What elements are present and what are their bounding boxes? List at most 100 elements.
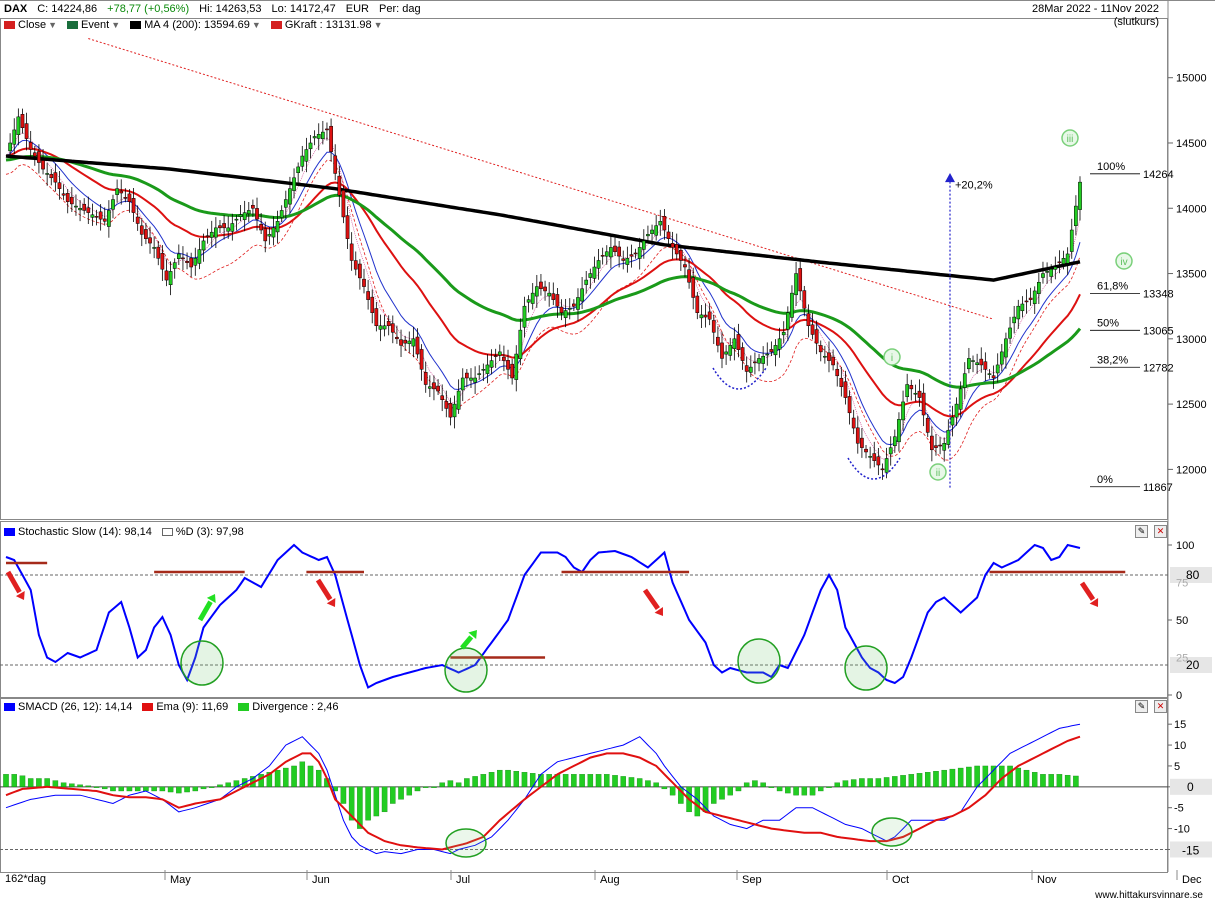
- candle-body: [28, 142, 33, 150]
- divergence-bar: [1048, 774, 1054, 787]
- dropdown-icon[interactable]: ▼: [373, 20, 383, 30]
- close-icon[interactable]: ✕: [1154, 525, 1167, 538]
- divergence-bar: [595, 774, 602, 787]
- dropdown-icon[interactable]: ▼: [111, 20, 121, 30]
- candle-body: [1049, 268, 1054, 277]
- divergence-bar: [513, 771, 520, 787]
- green-ma-line: [5, 154, 1082, 389]
- legend-ema[interactable]: Ema (9): 11,69: [142, 701, 228, 713]
- divergence-bar: [110, 786, 116, 792]
- legend-divergence[interactable]: Divergence : 2,46: [238, 701, 339, 713]
- candle-body: [1057, 261, 1062, 264]
- candle-body: [666, 231, 671, 239]
- up-arrow: [197, 600, 213, 622]
- candle-body: [580, 288, 584, 302]
- divergence-bar: [414, 786, 421, 792]
- close-icon[interactable]: ✕: [1154, 700, 1167, 713]
- divergence-bar: [143, 786, 149, 792]
- candle-body: [415, 336, 420, 355]
- candle-body: [41, 160, 45, 170]
- candle-body: [1008, 327, 1012, 339]
- candle-body: [226, 227, 231, 232]
- candle-body: [94, 216, 99, 218]
- dropdown-icon[interactable]: ▼: [48, 20, 58, 30]
- candle-body: [827, 352, 831, 361]
- divergence-bar: [422, 786, 429, 788]
- divergence-bar: [299, 761, 306, 787]
- candle-body: [1045, 271, 1049, 273]
- legend-stoch-d[interactable]: %D (3): 97,98: [161, 526, 244, 538]
- candle-body: [452, 403, 457, 418]
- candle-body: [654, 225, 659, 236]
- candle-body: [1069, 229, 1074, 252]
- wave-marker-circle: [1061, 129, 1079, 147]
- divergence-bar: [27, 778, 34, 787]
- divergence-bar: [348, 786, 355, 821]
- candle-body: [765, 353, 770, 356]
- candle-body: [773, 345, 778, 356]
- y-tick-label: 14500: [1176, 138, 1207, 150]
- legend-close[interactable]: Close ▼: [4, 19, 57, 31]
- settings-icon[interactable]: ✎: [1135, 700, 1148, 713]
- candle-body: [242, 212, 247, 220]
- low-value: Lo: 14172,47: [271, 3, 336, 15]
- dropdown-icon[interactable]: ▼: [251, 20, 261, 30]
- candle-body: [744, 365, 749, 372]
- candle-body: [913, 392, 918, 395]
- legend-event[interactable]: Event ▼: [67, 19, 120, 31]
- legend-gkraft[interactable]: GKraft : 13131.98 ▼: [270, 19, 383, 31]
- candle-body: [230, 223, 235, 232]
- divergence-bar: [587, 774, 594, 787]
- fib-percent-label: 100%: [1097, 161, 1125, 173]
- candle-body: [214, 227, 218, 238]
- divergence-bar: [208, 786, 215, 788]
- divergence-bar: [1056, 774, 1063, 787]
- candle-body: [740, 347, 745, 361]
- divergence-bar: [373, 786, 380, 817]
- legend-swatch: [238, 703, 250, 712]
- divergence-bar: [19, 775, 26, 787]
- fib-value-label: 13065: [1143, 325, 1174, 337]
- candle-body: [851, 417, 856, 429]
- candle-body: [16, 116, 21, 136]
- candle-body: [181, 257, 185, 260]
- candle-body: [839, 377, 844, 387]
- candle-body: [444, 401, 449, 409]
- fib-percent-label: 38,2%: [1097, 354, 1128, 366]
- y-tick-label: 12000: [1176, 464, 1207, 476]
- legend-ma200[interactable]: MA 4 (200): 13594.69 ▼: [130, 19, 261, 31]
- y-tick-label: 13000: [1176, 334, 1207, 346]
- candle-body: [1004, 338, 1008, 358]
- legend-stoch[interactable]: Stochastic Slow (14): 98,14: [4, 526, 152, 538]
- candle-body: [255, 208, 259, 220]
- stoch-tick-label: 0: [1176, 690, 1182, 702]
- divergence-bar: [916, 773, 923, 787]
- divergence-bar: [949, 768, 956, 787]
- candle-body: [613, 245, 617, 253]
- legend-swatch: [4, 528, 15, 537]
- candle-body: [543, 286, 547, 292]
- candle-body: [465, 372, 469, 379]
- panel-border: [0, 521, 1168, 698]
- candle-body: [325, 128, 329, 131]
- candle-body: [74, 205, 78, 208]
- candle-body: [905, 384, 910, 397]
- candle-body: [222, 223, 226, 229]
- divergence-bar: [941, 769, 947, 787]
- candle-body: [802, 290, 807, 309]
- candle-body: [111, 199, 115, 210]
- divergence-bar: [480, 774, 487, 787]
- candle-body: [954, 403, 959, 418]
- settings-icon[interactable]: ✎: [1135, 525, 1148, 538]
- candle-body: [45, 173, 49, 175]
- divergence-bar: [497, 769, 503, 787]
- divergence-bar: [381, 786, 388, 813]
- candle-body: [855, 427, 860, 444]
- candle-body: [679, 249, 683, 261]
- divergence-bar: [1073, 775, 1079, 787]
- fib-percent-label: 50%: [1097, 317, 1119, 329]
- legend-smacd[interactable]: SMACD (26, 12): 14,14: [4, 701, 132, 713]
- divergence-bar: [859, 778, 865, 787]
- candle-body: [687, 269, 691, 283]
- candle-body: [123, 197, 128, 199]
